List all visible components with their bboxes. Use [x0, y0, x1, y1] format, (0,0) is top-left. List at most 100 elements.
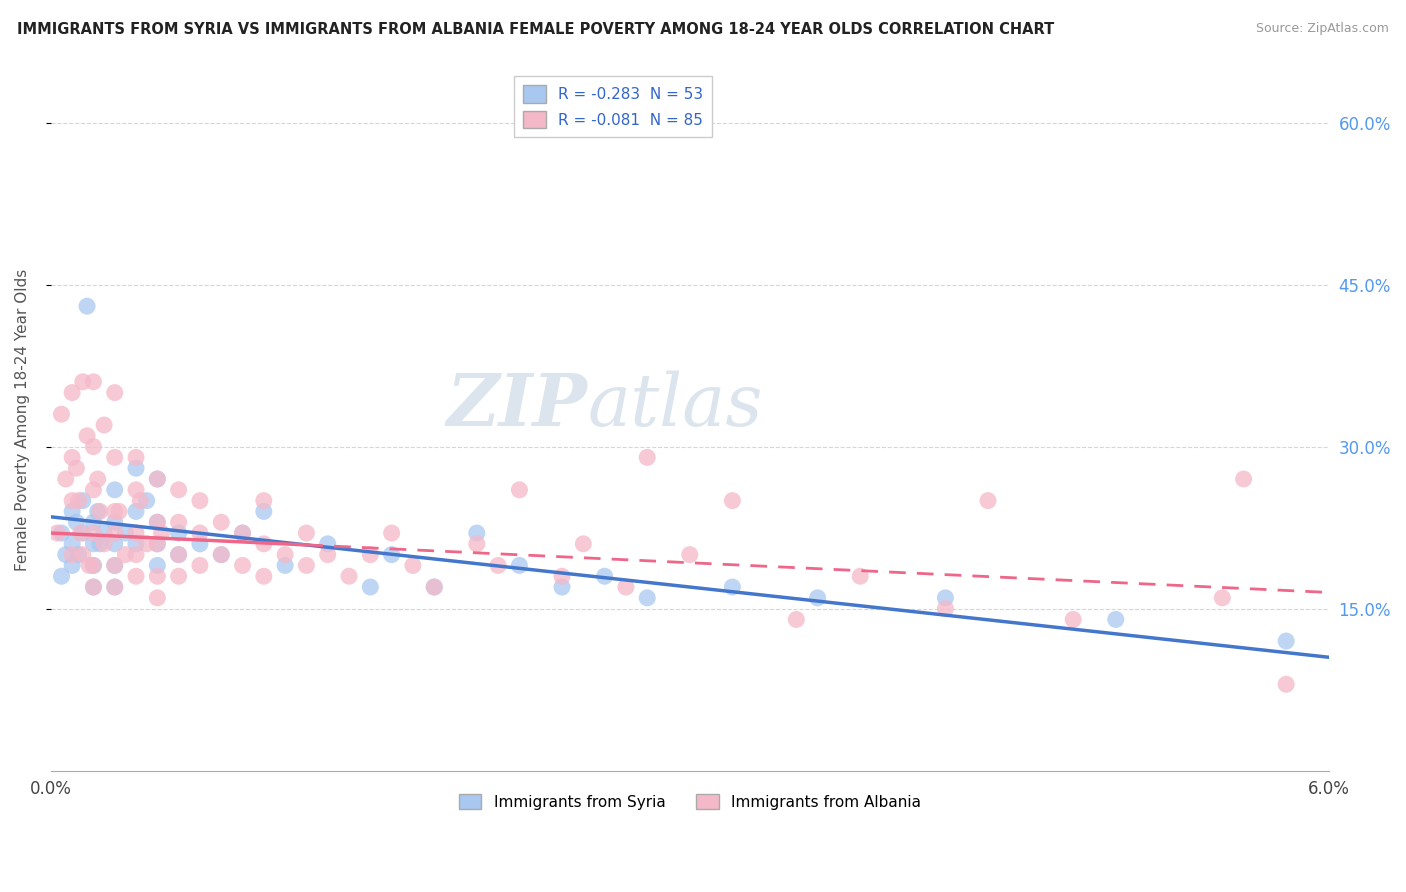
- Point: [593, 569, 616, 583]
- Point: [60, 493, 83, 508]
- Point: [253, 493, 276, 508]
- Point: [60, 385, 83, 400]
- Point: [295, 526, 318, 541]
- Point: [934, 591, 956, 605]
- Point: [636, 450, 658, 465]
- Point: [146, 472, 169, 486]
- Point: [721, 580, 744, 594]
- Point: [167, 569, 190, 583]
- Point: [82, 558, 104, 573]
- Point: [60, 504, 83, 518]
- Point: [60, 537, 83, 551]
- Point: [359, 548, 381, 562]
- Point: [209, 515, 232, 529]
- Point: [423, 580, 446, 594]
- Point: [114, 548, 136, 562]
- Point: [51, 407, 73, 421]
- Point: [146, 472, 169, 486]
- Point: [253, 504, 276, 518]
- Text: atlas: atlas: [588, 370, 763, 441]
- Point: [82, 558, 104, 573]
- Point: [125, 504, 148, 518]
- Point: [125, 569, 148, 583]
- Text: Source: ZipAtlas.com: Source: ZipAtlas.com: [1256, 22, 1389, 36]
- Point: [423, 580, 446, 594]
- Point: [104, 558, 127, 573]
- Point: [76, 299, 98, 313]
- Point: [231, 526, 253, 541]
- Point: [108, 504, 131, 518]
- Point: [146, 537, 169, 551]
- Point: [316, 548, 339, 562]
- Point: [167, 548, 190, 562]
- Point: [167, 483, 190, 497]
- Point: [614, 580, 637, 594]
- Point: [51, 569, 73, 583]
- Point: [551, 569, 574, 583]
- Text: ZIP: ZIP: [447, 370, 588, 441]
- Point: [65, 461, 87, 475]
- Point: [337, 569, 360, 583]
- Point: [125, 450, 148, 465]
- Point: [104, 483, 127, 497]
- Point: [125, 461, 148, 475]
- Point: [167, 515, 190, 529]
- Point: [55, 472, 77, 486]
- Point: [104, 537, 127, 551]
- Point: [135, 493, 157, 508]
- Point: [381, 548, 404, 562]
- Point: [1275, 634, 1298, 648]
- Point: [381, 526, 404, 541]
- Point: [82, 537, 104, 551]
- Point: [60, 558, 83, 573]
- Point: [1105, 612, 1128, 626]
- Point: [146, 537, 169, 551]
- Point: [93, 526, 115, 541]
- Point: [274, 558, 297, 573]
- Point: [82, 483, 104, 497]
- Point: [231, 526, 253, 541]
- Point: [76, 429, 98, 443]
- Legend: Immigrants from Syria, Immigrants from Albania: Immigrants from Syria, Immigrants from A…: [453, 788, 927, 815]
- Point: [679, 548, 702, 562]
- Point: [72, 548, 94, 562]
- Point: [551, 580, 574, 594]
- Point: [104, 515, 127, 529]
- Point: [146, 515, 169, 529]
- Point: [209, 548, 232, 562]
- Point: [72, 493, 94, 508]
- Point: [465, 526, 488, 541]
- Point: [785, 612, 807, 626]
- Point: [1275, 677, 1298, 691]
- Point: [46, 526, 69, 541]
- Point: [274, 548, 297, 562]
- Point: [572, 537, 595, 551]
- Point: [82, 375, 104, 389]
- Point: [209, 548, 232, 562]
- Point: [508, 558, 530, 573]
- Point: [402, 558, 425, 573]
- Point: [55, 548, 77, 562]
- Point: [93, 537, 115, 551]
- Point: [82, 580, 104, 594]
- Point: [188, 526, 211, 541]
- Point: [807, 591, 830, 605]
- Point: [104, 580, 127, 594]
- Point: [486, 558, 509, 573]
- Point: [135, 537, 157, 551]
- Point: [1232, 472, 1254, 486]
- Point: [125, 548, 148, 562]
- Point: [104, 450, 127, 465]
- Point: [67, 548, 90, 562]
- Point: [72, 526, 94, 541]
- Point: [253, 569, 276, 583]
- Point: [721, 493, 744, 508]
- Point: [129, 493, 152, 508]
- Point: [316, 537, 339, 551]
- Point: [849, 569, 872, 583]
- Point: [295, 558, 318, 573]
- Point: [231, 558, 253, 573]
- Y-axis label: Female Poverty Among 18-24 Year Olds: Female Poverty Among 18-24 Year Olds: [15, 268, 30, 571]
- Point: [114, 526, 136, 541]
- Point: [77, 558, 100, 573]
